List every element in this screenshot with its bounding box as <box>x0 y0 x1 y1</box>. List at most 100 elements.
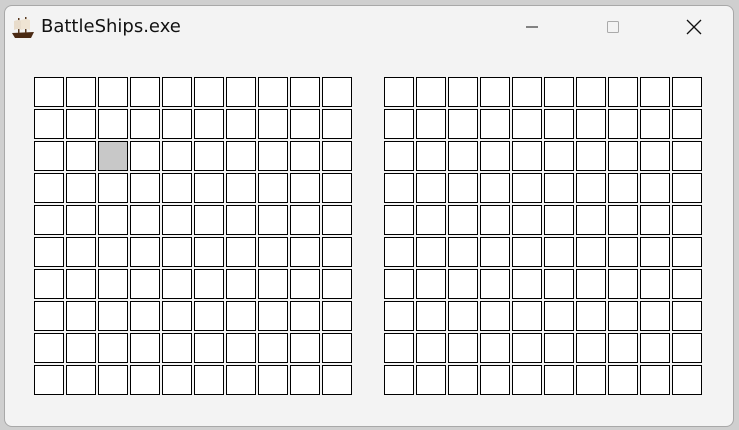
player-board-cell-r1-c6[interactable] <box>194 77 224 107</box>
opponent-board-cell-r3-c9[interactable] <box>640 141 670 171</box>
opponent-board-cell-r7-c6[interactable] <box>544 269 574 299</box>
player-board-cell-r3-c5[interactable] <box>162 141 192 171</box>
opponent-board-cell-r3-c1[interactable] <box>384 141 414 171</box>
player-board-cell-r2-c4[interactable] <box>130 109 160 139</box>
opponent-board-cell-r6-c10[interactable] <box>672 237 702 267</box>
opponent-board-cell-r4-c7[interactable] <box>576 173 606 203</box>
opponent-board-cell-r9-c10[interactable] <box>672 333 702 363</box>
opponent-board-cell-r4-c1[interactable] <box>384 173 414 203</box>
opponent-board-cell-r7-c1[interactable] <box>384 269 414 299</box>
player-board-cell-r8-c9[interactable] <box>290 301 320 331</box>
player-board-cell-r4-c10[interactable] <box>322 173 352 203</box>
opponent-board-cell-r10-c1[interactable] <box>384 365 414 395</box>
player-board-cell-r10-c4[interactable] <box>130 365 160 395</box>
player-board-cell-r2-c6[interactable] <box>194 109 224 139</box>
player-board-cell-r9-c1[interactable] <box>34 333 64 363</box>
player-board-cell-r2-c10[interactable] <box>322 109 352 139</box>
opponent-board-cell-r2-c10[interactable] <box>672 109 702 139</box>
player-board-cell-r3-c6[interactable] <box>194 141 224 171</box>
opponent-board-cell-r7-c2[interactable] <box>416 269 446 299</box>
player-board-cell-r4-c7[interactable] <box>226 173 256 203</box>
player-board-cell-r1-c10[interactable] <box>322 77 352 107</box>
player-board-cell-r6-c6[interactable] <box>194 237 224 267</box>
opponent-board-cell-r10-c9[interactable] <box>640 365 670 395</box>
opponent-board-cell-r3-c2[interactable] <box>416 141 446 171</box>
player-board-cell-r4-c2[interactable] <box>66 173 96 203</box>
opponent-board-cell-r1-c10[interactable] <box>672 77 702 107</box>
opponent-board-cell-r8-c6[interactable] <box>544 301 574 331</box>
opponent-board-cell-r4-c2[interactable] <box>416 173 446 203</box>
opponent-board-cell-r2-c4[interactable] <box>480 109 510 139</box>
player-board-cell-r6-c3[interactable] <box>98 237 128 267</box>
player-board-cell-r7-c7[interactable] <box>226 269 256 299</box>
player-board-cell-r8-c3[interactable] <box>98 301 128 331</box>
opponent-board-cell-r8-c2[interactable] <box>416 301 446 331</box>
opponent-board-cell-r10-c10[interactable] <box>672 365 702 395</box>
player-board-cell-r10-c5[interactable] <box>162 365 192 395</box>
player-board-cell-r1-c7[interactable] <box>226 77 256 107</box>
player-board-cell-r9-c9[interactable] <box>290 333 320 363</box>
player-board-cell-r9-c2[interactable] <box>66 333 96 363</box>
opponent-board-cell-r3-c10[interactable] <box>672 141 702 171</box>
opponent-board-cell-r8-c4[interactable] <box>480 301 510 331</box>
player-board-cell-r8-c7[interactable] <box>226 301 256 331</box>
opponent-board-cell-r1-c9[interactable] <box>640 77 670 107</box>
player-board-cell-r1-c2[interactable] <box>66 77 96 107</box>
opponent-board-cell-r1-c3[interactable] <box>448 77 478 107</box>
opponent-board-cell-r6-c3[interactable] <box>448 237 478 267</box>
opponent-board-cell-r6-c4[interactable] <box>480 237 510 267</box>
opponent-board-cell-r5-c6[interactable] <box>544 205 574 235</box>
opponent-board-cell-r8-c1[interactable] <box>384 301 414 331</box>
player-board-cell-r2-c8[interactable] <box>258 109 288 139</box>
opponent-board-cell-r1-c6[interactable] <box>544 77 574 107</box>
player-board-cell-r7-c5[interactable] <box>162 269 192 299</box>
player-board-cell-r6-c5[interactable] <box>162 237 192 267</box>
player-board-cell-r10-c1[interactable] <box>34 365 64 395</box>
player-board-cell-r8-c6[interactable] <box>194 301 224 331</box>
player-board-cell-r9-c4[interactable] <box>130 333 160 363</box>
player-board-cell-r7-c3[interactable] <box>98 269 128 299</box>
player-board-cell-r2-c5[interactable] <box>162 109 192 139</box>
player-board-cell-r8-c4[interactable] <box>130 301 160 331</box>
player-board-cell-r1-c1[interactable] <box>34 77 64 107</box>
opponent-board-cell-r1-c5[interactable] <box>512 77 542 107</box>
opponent-board-cell-r5-c5[interactable] <box>512 205 542 235</box>
opponent-board-cell-r4-c5[interactable] <box>512 173 542 203</box>
player-board-cell-r5-c5[interactable] <box>162 205 192 235</box>
player-board-cell-r9-c5[interactable] <box>162 333 192 363</box>
player-board-cell-r6-c7[interactable] <box>226 237 256 267</box>
player-board-cell-r5-c4[interactable] <box>130 205 160 235</box>
player-board-cell-r1-c8[interactable] <box>258 77 288 107</box>
player-board-cell-r4-c9[interactable] <box>290 173 320 203</box>
player-board-cell-r10-c10[interactable] <box>322 365 352 395</box>
opponent-board-cell-r2-c1[interactable] <box>384 109 414 139</box>
player-board-cell-r7-c9[interactable] <box>290 269 320 299</box>
opponent-board-cell-r5-c2[interactable] <box>416 205 446 235</box>
opponent-board-cell-r3-c5[interactable] <box>512 141 542 171</box>
player-board-cell-r3-c1[interactable] <box>34 141 64 171</box>
opponent-board-cell-r3-c4[interactable] <box>480 141 510 171</box>
player-board-cell-r3-c4[interactable] <box>130 141 160 171</box>
opponent-board-cell-r9-c2[interactable] <box>416 333 446 363</box>
opponent-board-cell-r9-c3[interactable] <box>448 333 478 363</box>
minimize-button[interactable] <box>509 6 555 48</box>
player-board-cell-r5-c7[interactable] <box>226 205 256 235</box>
opponent-board-cell-r5-c9[interactable] <box>640 205 670 235</box>
player-board-cell-r2-c1[interactable] <box>34 109 64 139</box>
player-board-cell-r7-c6[interactable] <box>194 269 224 299</box>
opponent-board-cell-r10-c3[interactable] <box>448 365 478 395</box>
player-board-cell-r8-c1[interactable] <box>34 301 64 331</box>
player-board-cell-r3-c2[interactable] <box>66 141 96 171</box>
opponent-board-cell-r4-c3[interactable] <box>448 173 478 203</box>
player-board-cell-r9-c3[interactable] <box>98 333 128 363</box>
opponent-board-cell-r1-c1[interactable] <box>384 77 414 107</box>
opponent-board-cell-r1-c8[interactable] <box>608 77 638 107</box>
player-board-cell-r8-c8[interactable] <box>258 301 288 331</box>
opponent-board-cell-r10-c7[interactable] <box>576 365 606 395</box>
opponent-board-cell-r10-c5[interactable] <box>512 365 542 395</box>
opponent-board-cell-r7-c3[interactable] <box>448 269 478 299</box>
opponent-board-cell-r10-c4[interactable] <box>480 365 510 395</box>
player-board-cell-r10-c3[interactable] <box>98 365 128 395</box>
player-board-cell-r4-c1[interactable] <box>34 173 64 203</box>
opponent-board-cell-r2-c8[interactable] <box>608 109 638 139</box>
